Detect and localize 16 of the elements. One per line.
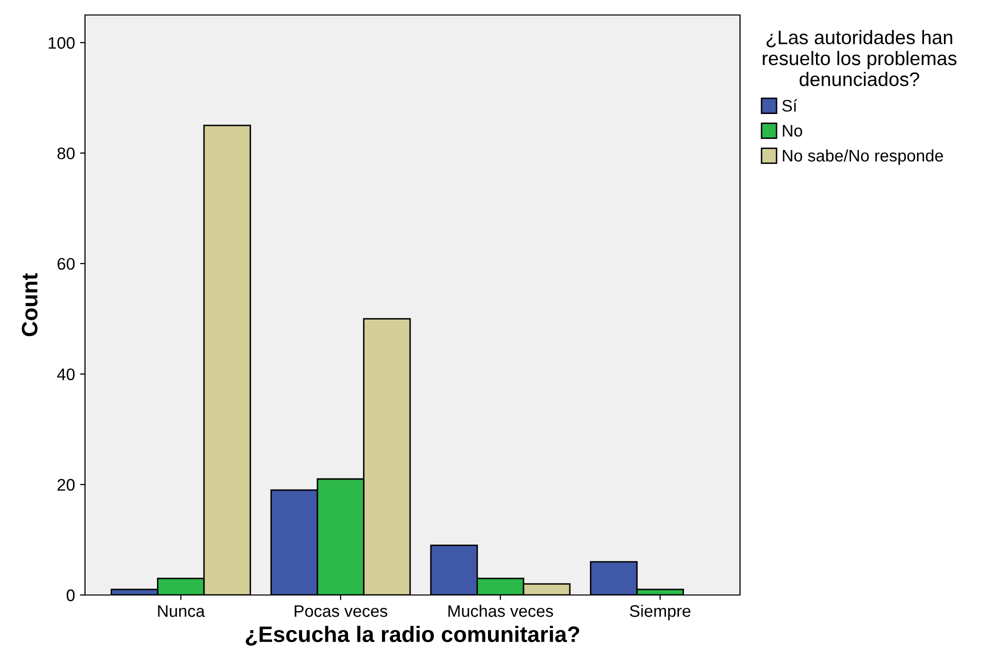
y-tick-label: 20 [58, 478, 75, 491]
legend-label: No [782, 125, 802, 137]
x-tick-label: Muchas veces [448, 604, 554, 617]
y-tick-label: 100 [48, 37, 75, 49]
x-tick-label: Pocas veces [294, 605, 388, 617]
y-tick-label: 80 [57, 147, 75, 160]
legend-title: ¿Las autoridades han resuelto los problemas denunciados? [762, 30, 956, 86]
y-tick-label: 0 [66, 589, 75, 602]
legend-label: No sabe/No responde [782, 149, 943, 165]
y-tick-label: 40 [57, 368, 75, 380]
x-axis-title: ¿Escucha la radio comunitaria? [246, 626, 580, 646]
x-tick-label: Nunca [158, 605, 205, 617]
legend-label: Sí [782, 99, 798, 112]
y-tick-label: 60 [58, 258, 75, 270]
x-tick-label: Siempre [630, 604, 690, 620]
y-axis-title: Count [22, 273, 38, 336]
